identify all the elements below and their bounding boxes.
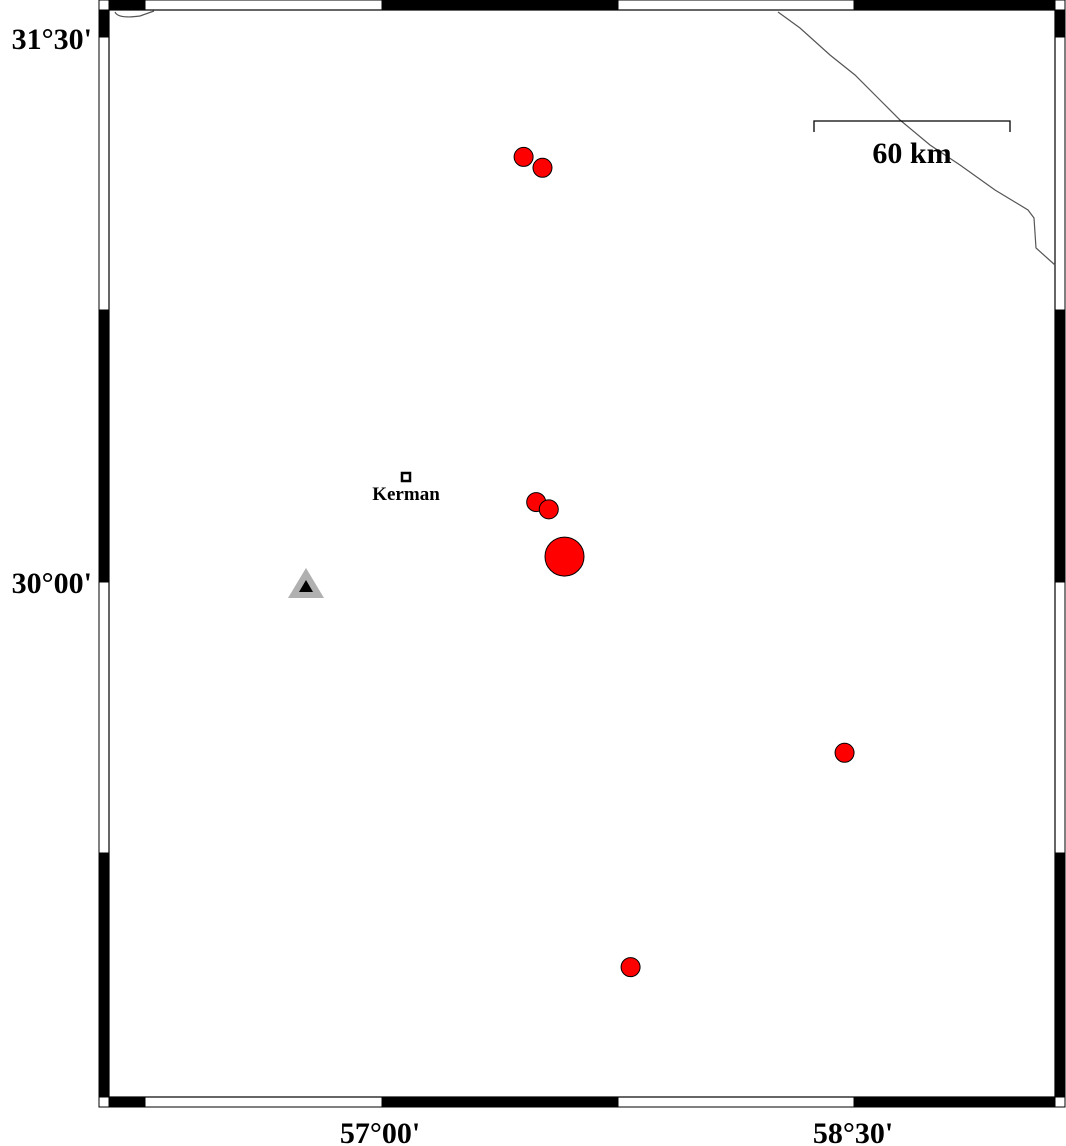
frame-segment — [144, 0, 383, 11]
y-tick-label: 30°00' — [12, 567, 92, 600]
frame-segment — [144, 1096, 383, 1108]
city-square-icon — [400, 471, 412, 483]
earthquake-event-marker — [538, 499, 559, 520]
frame-segment — [98, 309, 110, 583]
frame-segment — [1054, 852, 1066, 1098]
frame-segment — [1054, 309, 1066, 583]
x-tick-labels: 57°00' 58°30' — [340, 1117, 893, 1146]
frame-segment — [98, 36, 110, 311]
frame-segment — [98, 852, 110, 1098]
y-tick-label: 31°30' — [12, 23, 92, 56]
earthquake-event-marker — [544, 536, 585, 577]
frame-segment — [108, 0, 146, 11]
earthquake-event-marker — [834, 742, 855, 763]
frame-segment — [853, 0, 1056, 11]
coastline-nw — [114, 10, 155, 18]
frame-segment — [108, 1096, 146, 1108]
events — [513, 146, 855, 978]
earthquake-event-marker — [620, 957, 641, 978]
coastline — [777, 11, 1056, 266]
city-kerman: Kerman — [372, 471, 440, 505]
station — [288, 568, 324, 598]
scale-bar: 60 km — [813, 120, 1011, 170]
frame-segment — [381, 1096, 619, 1108]
frame-segment — [617, 0, 855, 11]
frame-segment — [1054, 581, 1066, 854]
scale-bar-label: 60 km — [872, 137, 951, 170]
x-tick-label: 57°00' — [340, 1117, 420, 1146]
frame-segment — [381, 0, 619, 11]
x-tick-label: 58°30' — [813, 1117, 893, 1146]
frame-segment — [98, 581, 110, 854]
city-label: Kerman — [372, 484, 440, 505]
frame-segment — [617, 1096, 855, 1108]
frame-segment — [1054, 9, 1066, 38]
y-tick-labels: 31°30' 30°00' — [12, 23, 92, 600]
frame-segment — [98, 9, 110, 38]
earthquake-event-marker — [532, 157, 553, 178]
frame-segment — [1054, 36, 1066, 311]
frame-segment — [853, 1096, 1056, 1108]
earthquake-event-marker — [513, 146, 534, 167]
